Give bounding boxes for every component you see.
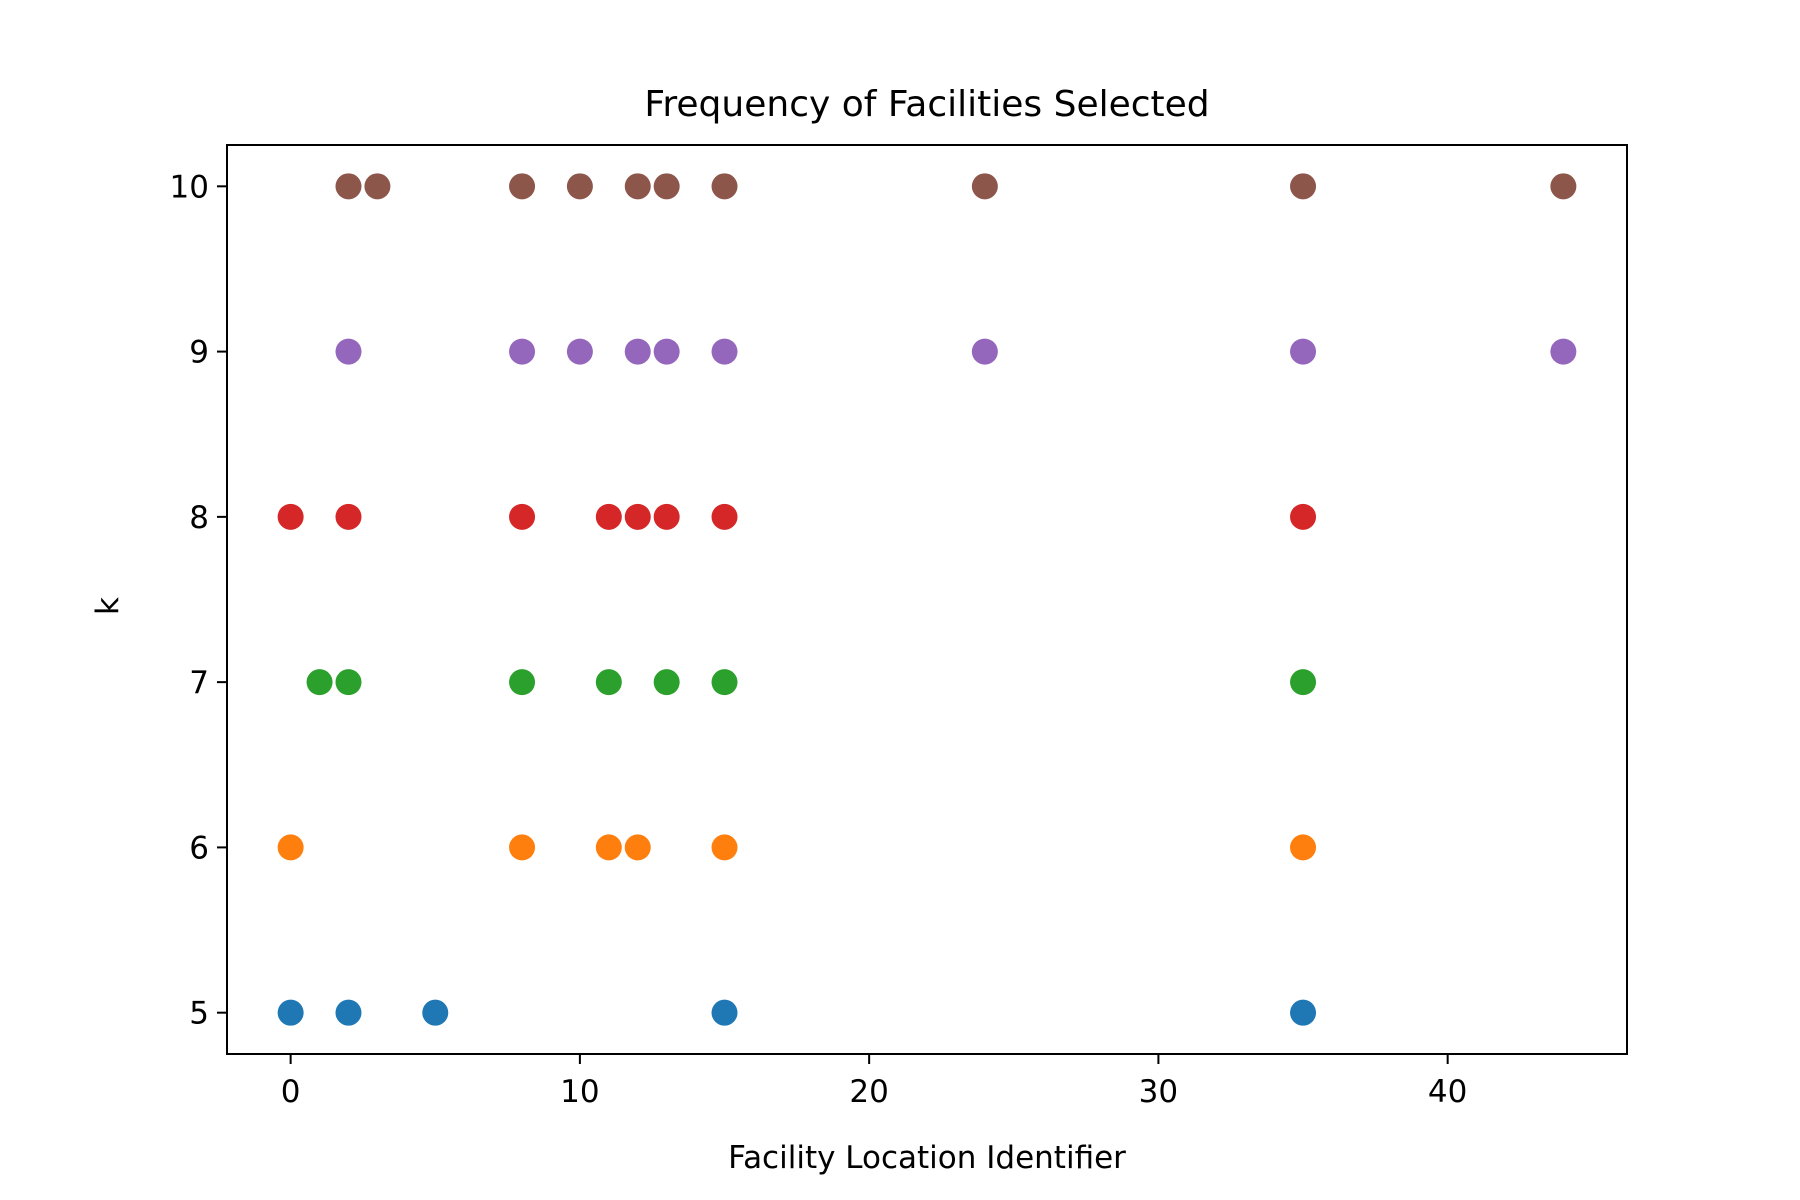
y-tick-label: 10 — [170, 169, 209, 205]
data-point — [1290, 503, 1317, 530]
data-point — [711, 503, 738, 530]
data-point — [1550, 338, 1577, 365]
data-point — [422, 999, 449, 1026]
y-tick-label: 9 — [189, 335, 209, 371]
data-point — [335, 173, 362, 200]
data-point — [566, 173, 593, 200]
data-point — [509, 503, 536, 530]
data-point — [335, 669, 362, 696]
y-tick-label: 7 — [189, 665, 209, 701]
series-k-10 — [335, 173, 1577, 200]
data-point — [509, 173, 536, 200]
data-point — [1290, 669, 1317, 696]
data-point — [624, 834, 651, 861]
data-point — [1290, 999, 1317, 1026]
data-point — [624, 173, 651, 200]
data-point — [509, 669, 536, 696]
chart-title: Frequency of Facilities Selected — [644, 84, 1209, 125]
data-point — [364, 173, 391, 200]
y-tick-label: 6 — [189, 830, 209, 866]
data-point — [1290, 834, 1317, 861]
data-point — [306, 669, 333, 696]
series-k-5 — [277, 999, 1317, 1026]
data-point — [566, 338, 593, 365]
data-point — [335, 999, 362, 1026]
y-tick-label: 5 — [189, 996, 209, 1032]
y-axis-label: k — [90, 597, 126, 615]
x-tick-label: 30 — [1139, 1074, 1178, 1110]
plot-area-frame — [226, 144, 1628, 1055]
data-point — [595, 669, 622, 696]
data-point — [335, 503, 362, 530]
data-point — [335, 338, 362, 365]
data-point — [1550, 173, 1577, 200]
data-point — [277, 999, 304, 1026]
data-point — [653, 669, 680, 696]
x-tick-label: 10 — [560, 1074, 599, 1110]
series-k-8 — [277, 503, 1317, 530]
x-tick-label: 20 — [849, 1074, 888, 1110]
data-point — [971, 338, 998, 365]
data-point — [1290, 338, 1317, 365]
data-point — [277, 834, 304, 861]
data-point — [711, 834, 738, 861]
x-axis-label: Facility Location Identifier — [728, 1140, 1126, 1176]
series-k-7 — [306, 669, 1317, 696]
data-point — [653, 173, 680, 200]
data-point — [711, 999, 738, 1026]
data-points — [277, 173, 1577, 1026]
series-k-9 — [335, 338, 1577, 365]
data-point — [711, 173, 738, 200]
axis-ticks: 0 10 20 30 40 5 6 7 8 9 10 — [170, 169, 1468, 1110]
data-point — [595, 834, 622, 861]
data-point — [624, 503, 651, 530]
data-point — [595, 503, 622, 530]
data-point — [653, 503, 680, 530]
x-tick-label: 40 — [1428, 1074, 1467, 1110]
data-point — [624, 338, 651, 365]
data-point — [509, 834, 536, 861]
x-tick-label: 0 — [281, 1074, 301, 1110]
data-point — [1290, 173, 1317, 200]
data-point — [971, 173, 998, 200]
series-k-6 — [277, 834, 1317, 861]
y-tick-label: 8 — [189, 500, 209, 536]
data-point — [711, 669, 738, 696]
data-point — [509, 338, 536, 365]
data-point — [277, 503, 304, 530]
data-point — [711, 338, 738, 365]
data-point — [653, 338, 680, 365]
